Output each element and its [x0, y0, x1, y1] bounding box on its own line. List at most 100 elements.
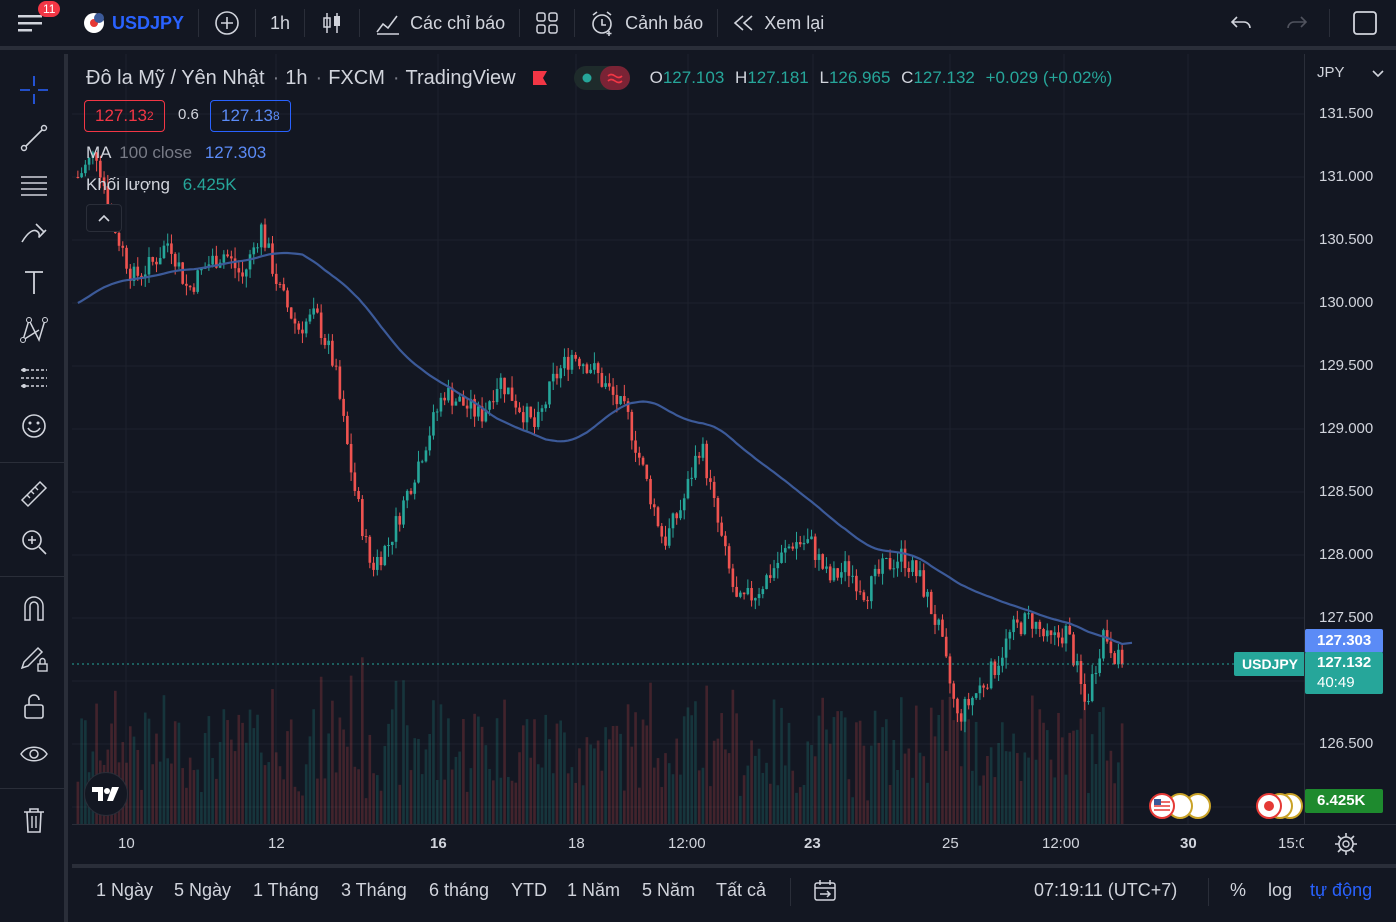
- range-6m[interactable]: 6 tháng: [429, 880, 490, 900]
- compare-button[interactable]: [203, 0, 251, 48]
- candle-body: [1016, 619, 1019, 623]
- chart-settings-button[interactable]: [1334, 832, 1358, 861]
- candle-body: [637, 452, 641, 458]
- clock-timezone[interactable]: 07:19:11 (UTC+7): [1034, 880, 1178, 900]
- low-label: L: [819, 68, 829, 87]
- brush-tool[interactable]: [14, 214, 54, 254]
- volume-bar: [203, 733, 207, 824]
- volume-bar: [346, 746, 349, 824]
- log-toggle[interactable]: log: [1268, 880, 1293, 900]
- range-all[interactable]: Tất cả: [716, 880, 767, 900]
- ma-legend[interactable]: MA 100 close 127.303: [86, 143, 266, 163]
- zoom-tool[interactable]: [14, 522, 54, 562]
- hamburger-menu-icon: [18, 15, 42, 32]
- auto-scale-toggle[interactable]: tự động: [1310, 880, 1373, 900]
- candle-body: [128, 268, 132, 282]
- price-axis[interactable]: JPY 131.500 131.000 130.500 130.000 129.…: [1304, 54, 1396, 824]
- candle-body: [574, 354, 577, 359]
- lock-drawings-tool[interactable]: [14, 638, 54, 678]
- candle-body: [739, 592, 742, 597]
- crosshair-tool[interactable]: [14, 70, 54, 110]
- percent-toggle[interactable]: %: [1230, 880, 1247, 900]
- smiley-icon: [22, 414, 46, 438]
- pattern-tool[interactable]: [14, 310, 54, 350]
- tradingview-logo[interactable]: [84, 772, 128, 816]
- currency-label[interactable]: JPY: [1317, 64, 1345, 81]
- ma-value: 127.303: [204, 143, 267, 162]
- economic-events-jp[interactable]: [1254, 791, 1304, 821]
- divider: [519, 9, 521, 37]
- market-status-toggle[interactable]: [573, 66, 630, 90]
- measure-tool[interactable]: [14, 474, 54, 514]
- volume-bar: [1034, 759, 1038, 824]
- candle-body: [914, 560, 918, 577]
- prediction-tool[interactable]: [14, 358, 54, 398]
- range-1y[interactable]: 1 Năm: [567, 880, 621, 900]
- candle-body: [903, 548, 907, 569]
- goto-date-button[interactable]: [812, 878, 838, 909]
- volume-bar: [185, 787, 188, 824]
- volume-bar: [896, 769, 899, 824]
- indicators-button[interactable]: Các chỉ báo: [364, 0, 515, 48]
- volume-bar: [855, 722, 858, 824]
- collapse-legend-button[interactable]: [86, 204, 122, 232]
- candle-body: [922, 570, 926, 597]
- hide-drawings-tool[interactable]: [14, 734, 54, 774]
- buy-button[interactable]: 127.13 8: [210, 100, 291, 132]
- range-5d[interactable]: 5 Ngày: [174, 880, 232, 900]
- alerts-button[interactable]: Cảnh báo: [579, 0, 713, 48]
- volume-bar: [1057, 712, 1060, 824]
- candle-body: [667, 528, 671, 546]
- range-ytd[interactable]: YTD: [511, 880, 547, 900]
- text-tool[interactable]: [14, 262, 54, 302]
- economic-events-us[interactable]: [1146, 791, 1216, 821]
- volume-price-label: 6.425K: [1305, 789, 1383, 813]
- volume-bar: [914, 705, 918, 824]
- chart-type-button[interactable]: [309, 0, 355, 48]
- fullscreen-button[interactable]: [1334, 0, 1396, 48]
- replay-button[interactable]: Xem lại: [722, 0, 834, 48]
- chart-pane[interactable]: [72, 54, 1304, 824]
- flag-icon[interactable]: [530, 68, 550, 88]
- volume-legend[interactable]: Khối lượng 6.425K: [86, 175, 237, 195]
- candle-body: [125, 247, 128, 269]
- range-1m[interactable]: 1 Tháng: [253, 880, 319, 900]
- candle-body: [1064, 625, 1068, 644]
- legend-title[interactable]: Đô la Mỹ / Yên Nhật: [86, 66, 265, 89]
- trendline-tool[interactable]: [14, 118, 54, 158]
- candle-body: [664, 536, 667, 546]
- volume-bar: [544, 714, 548, 824]
- legend-source: TradingView: [405, 66, 516, 89]
- candle-body: [286, 290, 289, 308]
- candlestick-chart[interactable]: [72, 54, 1304, 824]
- symbol-search-button[interactable]: USDJPY: [60, 0, 194, 48]
- range-5y[interactable]: 5 Năm: [642, 880, 696, 900]
- volume-bar: [469, 768, 473, 824]
- candle-body: [720, 522, 723, 536]
- candle-body: [626, 401, 630, 412]
- magnet-tool[interactable]: [14, 588, 54, 628]
- candle-body: [731, 568, 735, 587]
- candle-body: [301, 329, 304, 334]
- redo-button[interactable]: [1269, 0, 1325, 48]
- candle-body: [1083, 684, 1087, 702]
- main-menu-button[interactable]: 11: [0, 0, 61, 48]
- range-3m[interactable]: 3 Tháng: [341, 880, 407, 900]
- range-1d[interactable]: 1 Ngày: [96, 880, 154, 900]
- fib-tool[interactable]: [14, 166, 54, 206]
- legend-dot: ·: [315, 66, 323, 89]
- interval-button[interactable]: 1h: [260, 0, 300, 48]
- top-toolbar: 11 USDJPY 1h Các chỉ báo Cảnh báo Xem lạ…: [0, 0, 1396, 50]
- icons-tool[interactable]: [14, 406, 54, 446]
- volume-bar: [147, 718, 151, 824]
- lock-all-tool[interactable]: [14, 686, 54, 726]
- candle-body: [450, 387, 454, 406]
- time-axis[interactable]: 10 12 16 18 12:00 23 25 12:00 30 15:0: [72, 824, 1396, 864]
- buy-price-sup: 8: [273, 109, 280, 123]
- calendar-range-icon: [814, 880, 836, 901]
- remove-drawings-tool[interactable]: [14, 800, 54, 840]
- volume-bar: [768, 783, 772, 824]
- layouts-button[interactable]: [524, 0, 570, 48]
- sell-button[interactable]: 127.13 2: [84, 100, 165, 132]
- undo-button[interactable]: [1213, 0, 1269, 48]
